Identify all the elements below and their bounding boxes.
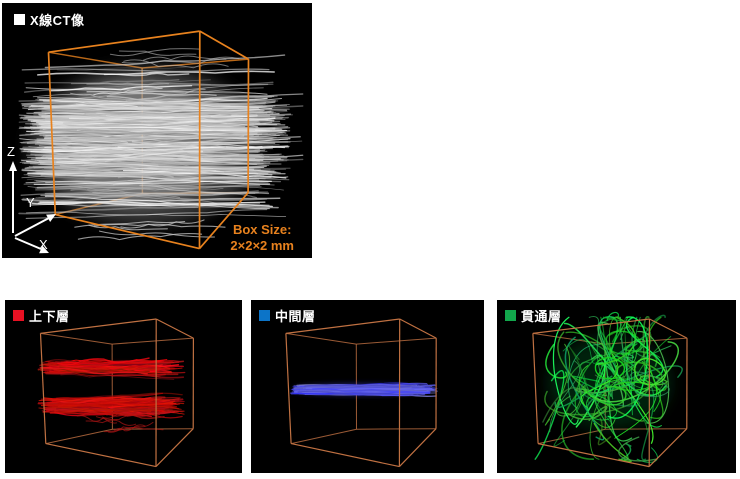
- panel-title-text: X線CT像: [30, 13, 85, 28]
- panel-title: 中間層: [259, 306, 316, 325]
- box-size-label: Box Size: 2×2×2 mm: [230, 222, 294, 254]
- panel-upper-lower-layer: 上下層: [5, 300, 242, 473]
- axis-label-y: Y: [26, 195, 35, 210]
- middle-layer-3d-render: [285, 318, 438, 468]
- panel-middle-layer: 中間層: [251, 300, 484, 473]
- box-size-value: 2×2×2 mm: [230, 238, 294, 253]
- panel-title: 上下層: [13, 306, 70, 325]
- panel-through-layer: 貫通層: [497, 300, 736, 473]
- panel-title-text: 上下層: [29, 309, 70, 324]
- axis-label-z: Z: [7, 144, 15, 159]
- panel-title-text: 貫通層: [521, 309, 562, 324]
- legend-square-icon: [259, 310, 270, 321]
- legend-square-icon: [13, 310, 24, 321]
- panel-title: 貫通層: [505, 306, 562, 325]
- panel-title-text: 中間層: [275, 309, 316, 324]
- through-layer-3d-render: [532, 312, 688, 468]
- legend-square-icon: [14, 14, 25, 25]
- panel-xray-ct: X線CT像 Z Y X Box Size: 2×2×2 mm: [2, 3, 312, 258]
- axis-label-x: X: [39, 237, 48, 252]
- box-size-caption: Box Size:: [232, 222, 292, 237]
- upper-lower-layer-3d-render: [37, 318, 194, 468]
- legend-square-icon: [505, 310, 516, 321]
- panel-title: X線CT像: [14, 10, 85, 29]
- xray-ct-3d-render: [9, 30, 304, 254]
